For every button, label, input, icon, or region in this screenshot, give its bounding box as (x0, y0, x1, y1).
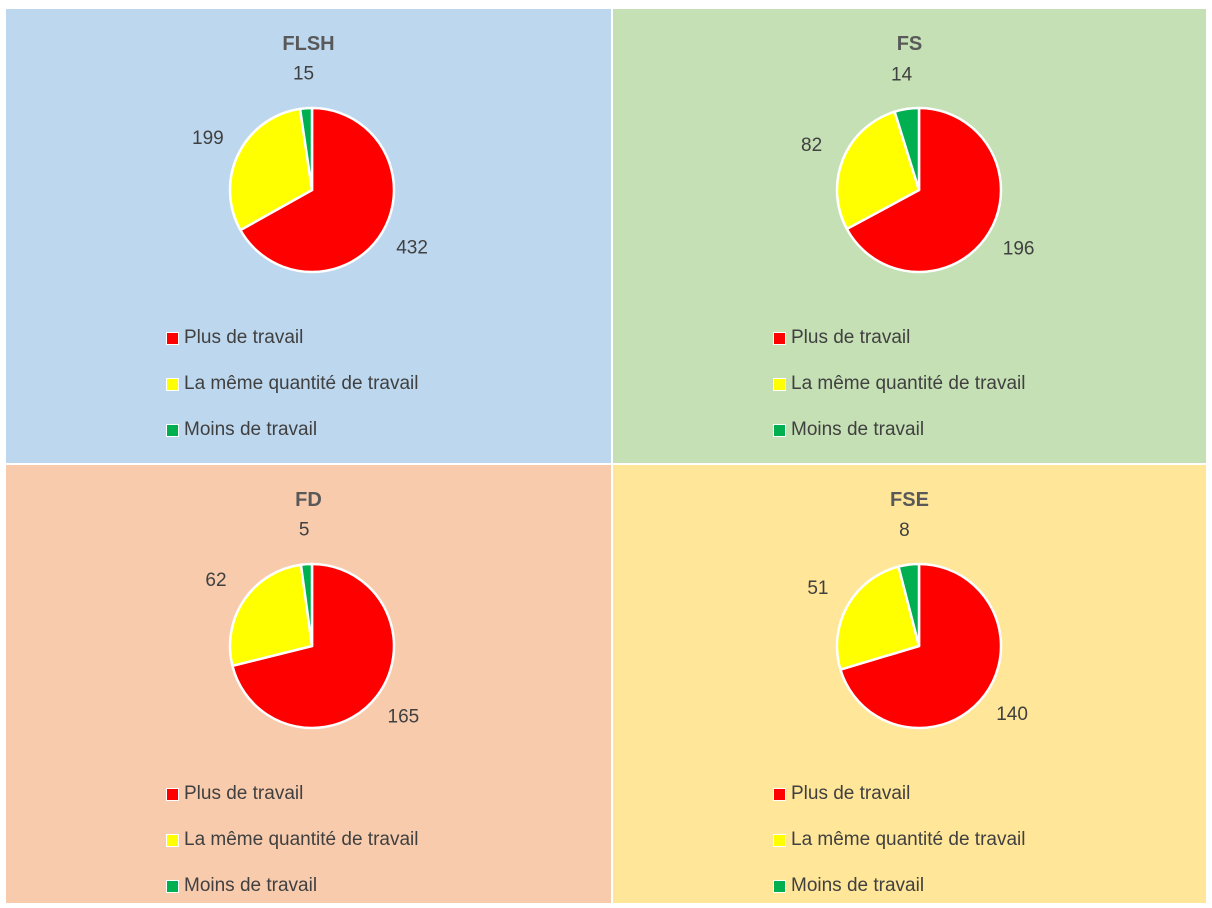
legend-swatch-meme (773, 378, 786, 391)
data-label-plus: 196 (1003, 238, 1035, 259)
pie-slice-meme (228, 107, 314, 232)
legend-label-meme: La même quantité de travail (184, 829, 419, 850)
legend-label-moins: Moins de travail (184, 419, 318, 440)
legend-swatch-moins (166, 424, 179, 437)
pie-chart: 196 82 14 (801, 64, 1035, 274)
legend-swatch-plus (773, 788, 786, 801)
data-label-moins: 8 (899, 520, 910, 541)
pie-slice-moins (298, 106, 314, 192)
chart-title: FSE (890, 489, 929, 511)
data-label-moins: 15 (293, 63, 314, 84)
legend-swatch-meme (773, 834, 786, 847)
pie-slice-moins (897, 562, 921, 648)
pie-chart: 165 62 5 (205, 519, 420, 730)
legend-swatch-moins (773, 880, 786, 893)
legend-swatch-plus (166, 788, 179, 801)
legend-label-moins: Moins de travail (184, 875, 318, 896)
legend-swatch-plus (773, 332, 786, 345)
pie-slice-moins (893, 106, 921, 192)
legend-swatch-moins (166, 880, 179, 893)
data-label-meme: 199 (192, 128, 224, 149)
legend-label-meme: La même quantité de travail (791, 829, 1026, 850)
data-label-plus: 140 (996, 704, 1028, 725)
data-label-meme: 62 (205, 570, 226, 591)
legend-swatch-moins (773, 424, 786, 437)
legend-label-meme: La même quantité de travail (184, 373, 419, 394)
chart-panel-flsh: FLSH 432 199 15 Plus de travail La même qu… (6, 9, 611, 463)
chart-title: FS (896, 33, 923, 55)
data-label-plus: 432 (396, 238, 428, 259)
data-label-moins: 5 (299, 519, 310, 540)
chart-title: FLSH (282, 33, 335, 55)
pie-slice-moins (299, 562, 314, 648)
legend-label-plus: Plus de travail (184, 327, 304, 348)
pie-slice-meme (835, 110, 921, 231)
legend-label-plus: Plus de travail (184, 783, 304, 804)
legend-swatch-meme (166, 834, 179, 847)
data-label-plus: 165 (388, 706, 420, 727)
pie-chart: 140 51 8 (807, 520, 1028, 730)
legend-swatch-meme (166, 378, 179, 391)
legend-label-moins: Moins de travail (791, 875, 925, 896)
chart-panel-fse: FSE 140 51 8 Plus de travail La même quant… (613, 465, 1206, 903)
pie-slice-meme (228, 563, 314, 668)
data-label-meme: 82 (801, 135, 822, 156)
chart-panel-fd: FD 165 62 5 Plus de travail La même quanti… (6, 465, 611, 903)
data-label-meme: 51 (807, 578, 828, 599)
pie-slice-meme (835, 565, 921, 671)
pie-slice-plus (839, 562, 1003, 730)
legend-label-moins: Moins de travail (791, 419, 925, 440)
legend-swatch-plus (166, 332, 179, 345)
pie-slice-plus (845, 106, 1003, 274)
legend-label-plus: Plus de travail (791, 327, 911, 348)
legend-label-meme: La même quantité de travail (791, 373, 1026, 394)
chart-title: FD (295, 489, 322, 511)
legend-label-plus: Plus de travail (791, 783, 911, 804)
pie-slice-plus (239, 106, 396, 274)
pie-chart: 432 199 15 (192, 63, 428, 274)
data-label-moins: 14 (891, 64, 913, 85)
chart-panel-fs: FS 196 82 14 Plus de travail La même quant… (613, 9, 1206, 463)
